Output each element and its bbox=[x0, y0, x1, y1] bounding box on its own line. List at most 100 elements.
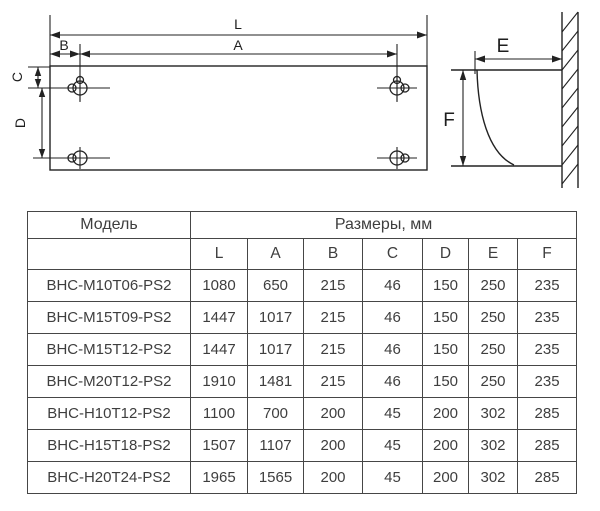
value-cell: 250 bbox=[468, 333, 518, 366]
value-cell: 45 bbox=[362, 461, 423, 494]
dimension-E: E bbox=[474, 36, 562, 74]
mounting-hole-top-left bbox=[60, 75, 102, 101]
table-row: BHC-H10T12-PS2 1100 700 200 45 200 302 2… bbox=[27, 397, 578, 430]
value-cell: 45 bbox=[362, 429, 423, 462]
airflow-curve bbox=[476, 69, 515, 166]
col-header-b: B bbox=[303, 238, 363, 270]
value-cell: 150 bbox=[422, 269, 469, 302]
value-cell: 200 bbox=[303, 397, 363, 430]
dim-label-e: E bbox=[497, 36, 510, 57]
value-cell: 200 bbox=[303, 429, 363, 462]
value-cell: 200 bbox=[422, 429, 469, 462]
table-row: BHC-M10T06-PS2 1080 650 215 46 150 250 2… bbox=[27, 269, 578, 302]
value-cell: 215 bbox=[303, 333, 363, 366]
value-cell: 1080 bbox=[190, 269, 248, 302]
col-header-c: C bbox=[362, 238, 423, 270]
table-row: BHC-M15T12-PS2 1447 1017 215 46 150 250 … bbox=[27, 333, 578, 366]
value-cell: 46 bbox=[362, 365, 423, 398]
empty-header-cell bbox=[27, 238, 191, 270]
dim-label-d: D bbox=[12, 118, 28, 128]
value-cell: 46 bbox=[362, 333, 423, 366]
value-cell: 1017 bbox=[247, 301, 304, 334]
value-cell: 302 bbox=[468, 461, 518, 494]
dimension-C: C bbox=[9, 67, 42, 88]
value-cell: 235 bbox=[516, 333, 578, 366]
dimension-drawings: L A B C D bbox=[9, 11, 579, 188]
value-cell: 302 bbox=[468, 429, 518, 462]
value-cell: 200 bbox=[303, 461, 363, 494]
spec-table-container: Модель Размеры, мм L A B C D E F BHC-M10… bbox=[27, 211, 578, 494]
value-cell: 1447 bbox=[190, 301, 248, 334]
value-cell: 1565 bbox=[247, 461, 304, 494]
mounting-hole-bottom-left bbox=[60, 147, 102, 169]
value-cell: 215 bbox=[303, 365, 363, 398]
value-cell: 285 bbox=[516, 429, 578, 462]
table-header-row-1: Модель Размеры, мм bbox=[27, 211, 578, 239]
value-cell: 285 bbox=[516, 397, 578, 430]
dimension-A: A bbox=[80, 37, 397, 58]
table-row: BHC-H15T18-PS2 1507 1107 200 45 200 302 … bbox=[27, 429, 578, 462]
model-cell: BHC-H20T24-PS2 bbox=[27, 461, 191, 494]
table-row: BHC-H20T24-PS2 1965 1565 200 45 200 302 … bbox=[27, 461, 578, 494]
value-cell: 250 bbox=[468, 301, 518, 334]
value-cell: 302 bbox=[468, 397, 518, 430]
dimensions-table: Модель Размеры, мм L A B C D E F BHC-M10… bbox=[27, 211, 578, 494]
model-cell: BHC-M15T09-PS2 bbox=[27, 301, 191, 334]
dim-label-a: A bbox=[233, 37, 243, 53]
dim-label-c: C bbox=[9, 72, 25, 82]
value-cell: 45 bbox=[362, 397, 423, 430]
col-header-f: F bbox=[516, 238, 578, 270]
table-row: BHC-M20T12-PS2 1910 1481 215 46 150 250 … bbox=[27, 365, 578, 398]
dim-label-b: B bbox=[59, 37, 68, 53]
value-cell: 235 bbox=[516, 269, 578, 302]
mounting-hole-bottom-right bbox=[377, 147, 417, 169]
value-cell: 1481 bbox=[247, 365, 304, 398]
dimension-B: B bbox=[50, 37, 80, 58]
col-header-d: D bbox=[422, 238, 469, 270]
value-cell: 150 bbox=[422, 301, 469, 334]
value-cell: 46 bbox=[362, 301, 423, 334]
model-cell: BHC-M20T12-PS2 bbox=[27, 365, 191, 398]
panel-outline bbox=[49, 65, 428, 171]
unit-profile bbox=[451, 69, 562, 167]
dimension-D: D bbox=[12, 88, 46, 158]
dimension-F: F bbox=[443, 70, 467, 166]
value-cell: 235 bbox=[516, 301, 578, 334]
table-row: BHC-M15T09-PS2 1447 1017 215 46 150 250 … bbox=[27, 301, 578, 334]
col-header-e: E bbox=[468, 238, 518, 270]
wall-hatch bbox=[561, 11, 579, 188]
dim-label-f: F bbox=[443, 110, 455, 131]
front-view-drawing: L A B C D bbox=[9, 15, 428, 171]
value-cell: 1447 bbox=[190, 333, 248, 366]
value-cell: 1017 bbox=[247, 333, 304, 366]
value-cell: 200 bbox=[422, 461, 469, 494]
value-cell: 1107 bbox=[247, 429, 304, 462]
value-cell: 700 bbox=[247, 397, 304, 430]
model-cell: BHC-M15T12-PS2 bbox=[27, 333, 191, 366]
model-cell: BHC-H15T18-PS2 bbox=[27, 429, 191, 462]
col-header-a: A bbox=[247, 238, 304, 270]
sizes-header-cell: Размеры, мм bbox=[189, 211, 578, 239]
value-cell: 650 bbox=[247, 269, 304, 302]
mounting-hole-top-right bbox=[377, 75, 417, 101]
value-cell: 150 bbox=[422, 333, 469, 366]
value-cell: 200 bbox=[422, 397, 469, 430]
model-header-cell: Модель bbox=[27, 211, 191, 239]
value-cell: 1965 bbox=[190, 461, 248, 494]
value-cell: 215 bbox=[303, 269, 363, 302]
value-cell: 1507 bbox=[190, 429, 248, 462]
dim-label-l: L bbox=[234, 16, 242, 32]
side-view-drawing: E F bbox=[443, 11, 579, 188]
dimension-L: L bbox=[50, 16, 427, 39]
table-header-row-2: L A B C D E F bbox=[27, 238, 578, 270]
value-cell: 250 bbox=[468, 365, 518, 398]
value-cell: 250 bbox=[468, 269, 518, 302]
value-cell: 150 bbox=[422, 365, 469, 398]
model-cell: BHC-M10T06-PS2 bbox=[27, 269, 191, 302]
value-cell: 235 bbox=[516, 365, 578, 398]
col-header-l: L bbox=[190, 238, 248, 270]
model-cell: BHC-H10T12-PS2 bbox=[27, 397, 191, 430]
value-cell: 215 bbox=[303, 301, 363, 334]
value-cell: 46 bbox=[362, 269, 423, 302]
value-cell: 1910 bbox=[190, 365, 248, 398]
